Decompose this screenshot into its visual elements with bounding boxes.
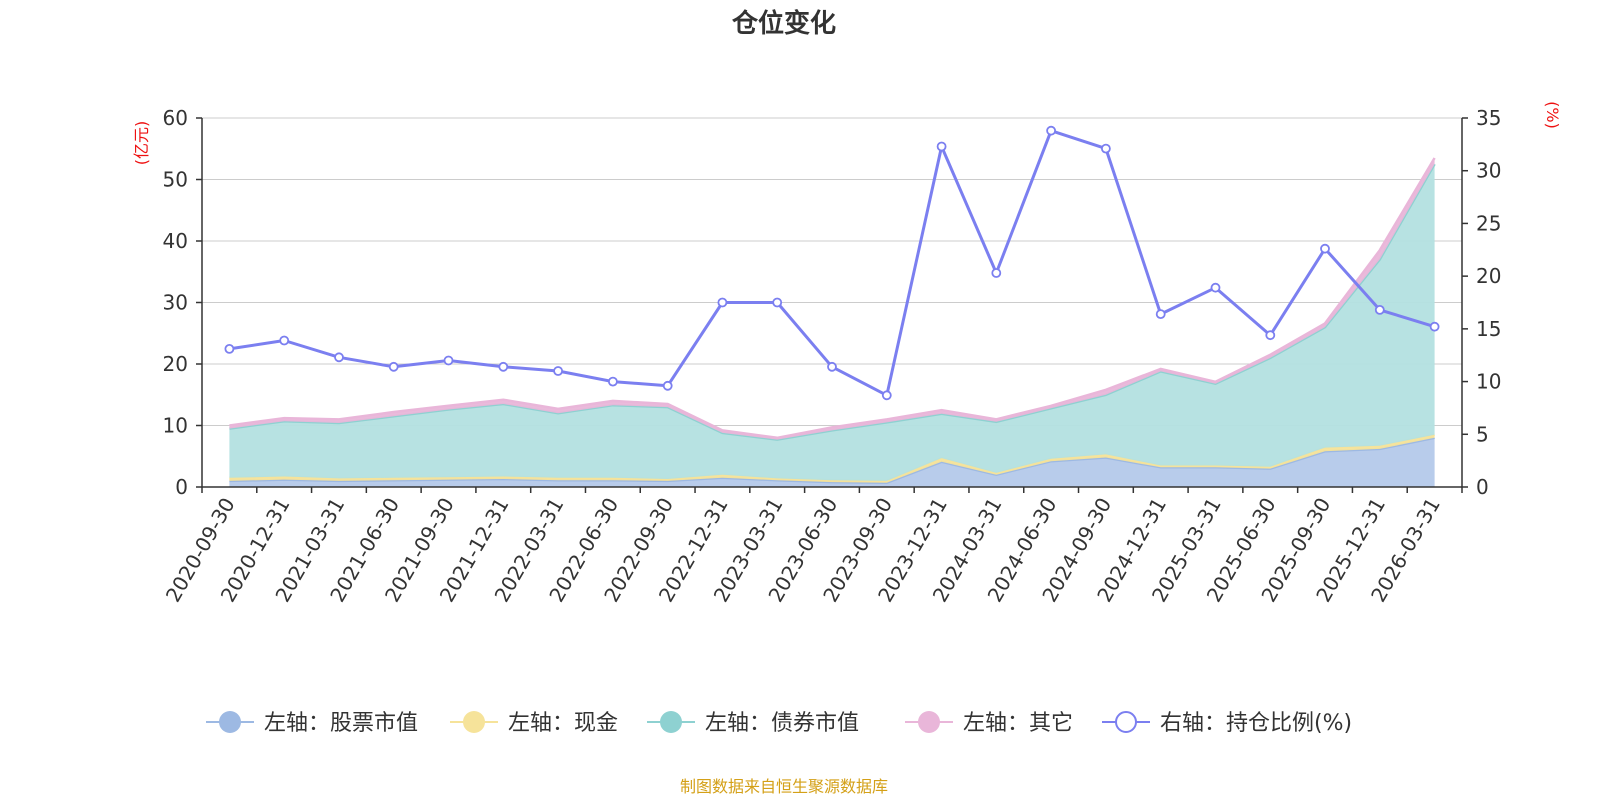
- left-tick-label-50: 50: [163, 168, 188, 192]
- ratio-point-2024-03-31: [991, 268, 1002, 278]
- legend-marker-4: [918, 711, 940, 733]
- chart-title: 仓位变化: [731, 8, 836, 39]
- area-edge-4: [229, 157, 1436, 440]
- legend-label-3: 左轴：债券市值: [705, 711, 859, 736]
- ratio-point-2022-06-30: [608, 376, 618, 387]
- right-tick-label-20: 20: [1476, 264, 1501, 288]
- ratio-point-2024-12-31: [1155, 309, 1166, 320]
- ratio-point-2021-12-31: [498, 361, 509, 372]
- ratio-point-2025-12-31: [1374, 304, 1385, 315]
- ratio-point-2023-03-31: [772, 297, 783, 308]
- legend-item-2[interactable]: 左轴：现金: [450, 711, 618, 736]
- area-1: [229, 437, 1435, 487]
- right-tick-label-25: 25: [1476, 211, 1501, 235]
- legend-item-4[interactable]: 左轴：其它: [905, 711, 1073, 736]
- ratio-line: [224, 125, 1440, 401]
- legend-item-3[interactable]: 左轴：债券市值: [647, 711, 859, 736]
- legend-label-5: 右轴：持仓比例(%): [1160, 711, 1352, 736]
- ratio-point-2024-06-30: [1046, 125, 1056, 136]
- left-tick-label-20: 20: [163, 352, 188, 376]
- right-tick-label-35: 35: [1476, 106, 1501, 130]
- ratio-point-2020-12-31: [279, 335, 290, 346]
- right-tick-label-30: 30: [1476, 159, 1501, 183]
- left-axis-unit: (亿元): [132, 121, 151, 166]
- right-axis-unit: (%): [1543, 101, 1562, 129]
- legend-label-2: 左轴：现金: [508, 711, 618, 736]
- legend-label-1: 左轴：股票市值: [264, 711, 418, 736]
- ratio-line-path: [229, 129, 1436, 397]
- legend-marker-5: [1115, 711, 1137, 733]
- legend-item-5[interactable]: 右轴：持仓比例(%): [1102, 711, 1352, 736]
- data-source-note: 制图数据来自恒生聚源数据库: [680, 777, 888, 796]
- ratio-point-2021-09-30: [443, 355, 454, 366]
- ratio-point-2023-06-30: [827, 361, 837, 372]
- ratio-point-2021-03-31: [334, 352, 344, 363]
- ratio-point-2022-09-30: [662, 380, 673, 391]
- stacked-areas: [229, 157, 1436, 487]
- left-tick-label-10: 10: [163, 414, 188, 438]
- legend: 左轴：股票市值 左轴：现金 左轴：债券市值 左轴：其它 右轴：持仓比例(%): [206, 711, 1352, 736]
- legend-label-4: 左轴：其它: [963, 711, 1073, 736]
- area-3: [229, 164, 1435, 481]
- ratio-point-2023-09-30: [881, 390, 892, 401]
- left-tick-label-30: 30: [163, 291, 188, 315]
- legend-marker-3: [660, 711, 682, 733]
- ratio-point-2024-09-30: [1101, 143, 1111, 154]
- right-tick-label-10: 10: [1476, 370, 1501, 394]
- left-tick-label-40: 40: [163, 229, 188, 253]
- ratio-point-2022-12-31: [717, 297, 728, 308]
- left-tick-label-60: 60: [163, 106, 188, 130]
- ratio-point-2026-03-31: [1429, 321, 1440, 332]
- legend-item-1[interactable]: 左轴：股票市值: [206, 711, 418, 736]
- ratio-point-2022-03-31: [553, 366, 563, 376]
- legend-marker-2: [463, 711, 485, 733]
- right-tick-label-0: 0: [1476, 475, 1489, 499]
- ratio-point-2025-09-30: [1320, 243, 1330, 254]
- right-tick-label-5: 5: [1476, 422, 1489, 446]
- ratio-point-2025-03-31: [1210, 282, 1221, 293]
- ratio-point-2025-06-30: [1265, 330, 1276, 341]
- ratio-point-2023-12-31: [936, 141, 947, 152]
- right-tick-label-15: 15: [1476, 317, 1501, 341]
- ratio-point-2021-06-30: [388, 361, 399, 372]
- left-tick-label-0: 0: [175, 475, 188, 499]
- ratio-point-2020-09-30: [224, 343, 235, 354]
- legend-marker-1: [219, 711, 241, 733]
